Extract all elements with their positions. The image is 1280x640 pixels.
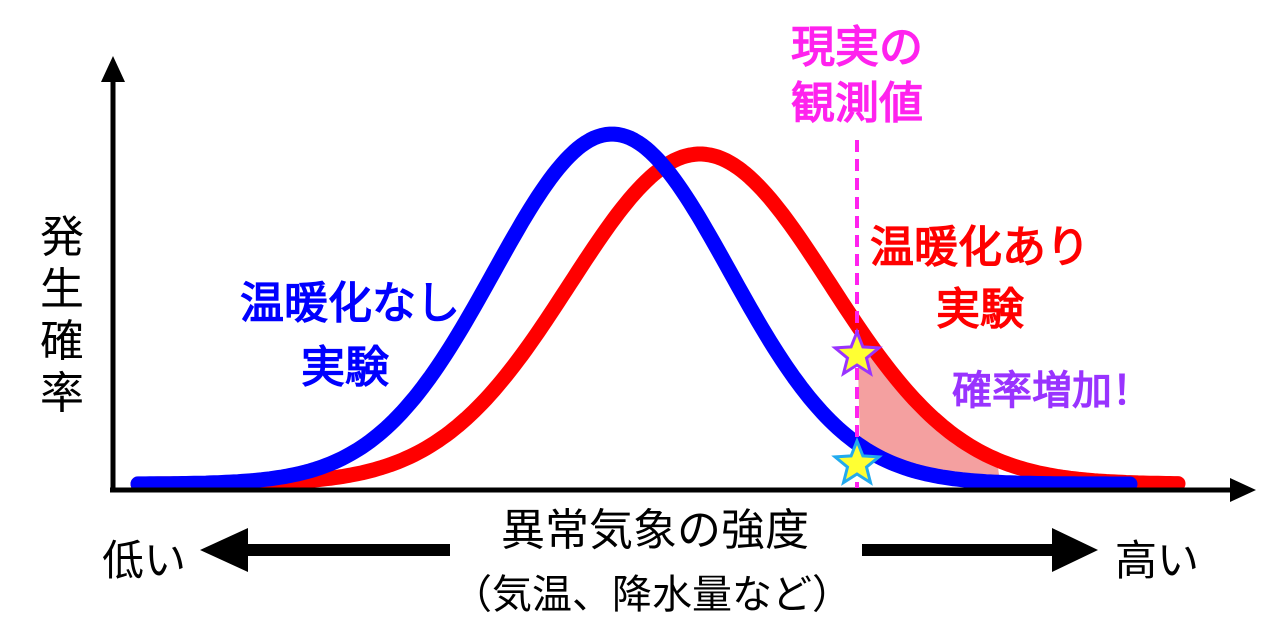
y-axis-label-char4: 率 <box>40 368 84 419</box>
x-axis-subtitle: （気温、降水量など） <box>452 572 852 618</box>
observation-label-line2: 観測値 <box>791 78 923 129</box>
no-warming-curve <box>130 126 1138 492</box>
y-axis-label-char3: 確 <box>40 316 84 367</box>
y-axis-label-char2: 生 <box>40 264 84 315</box>
observation-star-with-warming-icon <box>831 327 883 377</box>
right-arrow-icon <box>1052 528 1098 572</box>
x-axis-arrowhead <box>1230 478 1256 502</box>
no-warming-label-line2: 実験 <box>301 342 390 393</box>
no-warming-label-line1: 温暖化なし <box>240 278 460 329</box>
with-warming-label-line1: 温暖化あり <box>870 222 1090 273</box>
left-arrow-icon <box>200 528 248 572</box>
observation-star-no-warming-icon <box>831 436 883 486</box>
y-axis-arrowhead <box>101 56 125 82</box>
x-axis-title: 異常気象の強度 <box>501 505 809 556</box>
with-warming-label-line2: 実験 <box>936 284 1025 335</box>
probability-increase-label: 確率増加！ <box>952 368 1152 414</box>
low-label: 低い <box>102 536 186 585</box>
high-label: 高い <box>1115 536 1199 585</box>
observation-label-line1: 現実の <box>791 22 923 73</box>
y-axis-label-char1: 発 <box>40 212 84 263</box>
